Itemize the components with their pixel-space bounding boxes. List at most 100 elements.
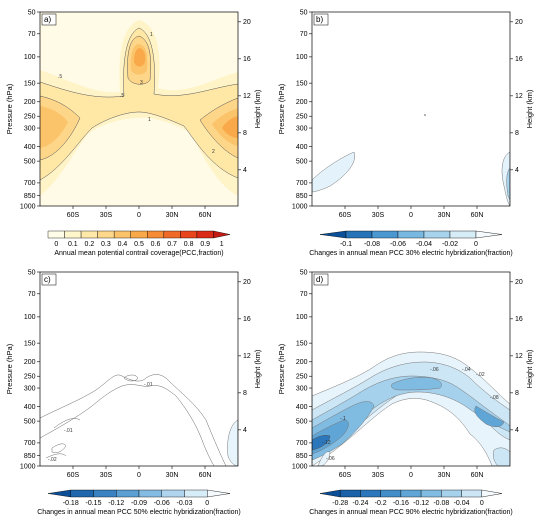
y-left-tick-label: 150 (296, 340, 308, 347)
colorbar-tick-label: 0.9 (200, 241, 210, 248)
x-tick-label: 60N (471, 212, 484, 219)
colorbar-swatch (196, 230, 214, 239)
x-tick-label: 30S (372, 472, 385, 479)
y-left-axis-title: Pressure (hPa) (5, 343, 14, 394)
panel-d-fill-0.2 (474, 405, 505, 427)
y-left-tick-label: 70 (300, 291, 308, 298)
colorbar-title: Annual mean potential contrail coverage(… (54, 250, 223, 257)
axes-layer: 5070100150200250300400500700850100048121… (5, 9, 534, 479)
colorbar-tick-label: -0.06 (390, 241, 406, 248)
x-tick-label: 60N (199, 472, 212, 479)
panel-d-fill-0.02 (317, 451, 331, 466)
y-left-tick-label: 400 (24, 144, 36, 151)
panel-c-axes: 5070100150200250300400500700850100048121… (5, 269, 262, 479)
y-right-axis-title: Height (km) (253, 89, 262, 128)
panel-d-axes: 5070100150200250300400500700850100048121… (277, 269, 534, 479)
panel-a-contour-lines (40, 27, 238, 181)
panel-b-label-box (313, 13, 329, 26)
panel-d-fill-0.04 (492, 447, 510, 466)
colorbar-tick-label: 0 (474, 241, 478, 248)
y-right-axis-title: Height (km) (525, 349, 534, 388)
colorbar-swatch (360, 489, 381, 498)
colorbar-tick-label: 0.1 (68, 241, 78, 248)
colorbar-swatch (423, 230, 451, 239)
y-left-tick-label: 150 (296, 80, 308, 87)
panel-c-contour-label: -.02 (48, 457, 57, 463)
x-tick-label: 0 (409, 212, 413, 219)
panel-b: b) (311, 11, 511, 207)
colorbar-swatch (147, 230, 165, 239)
colorbar-tick-label: -0.02 (442, 241, 458, 248)
colorbar-swatch (70, 489, 94, 498)
colorbar-tick-label: -0.08 (364, 241, 380, 248)
x-tick-label: 60N (199, 212, 212, 219)
panel-b-axes: 5070100150200250300400500700850100048121… (277, 9, 534, 219)
panel-d-colorbar: -0.28 -0.24 -0.2 -0.16 -0.12 -0.08 -0.04 0 Chang… (309, 489, 513, 516)
colorbar-tick-label: 0 (205, 500, 209, 507)
colorbar-swatch (113, 230, 131, 239)
colorbar-swatch (481, 489, 503, 498)
y-left-tick-label: 850 (296, 453, 308, 460)
y-right-tick-label: 20 (243, 279, 251, 286)
colorbar-swatch (163, 230, 181, 239)
y-right-tick-label: 12 (243, 353, 251, 360)
x-tick-label: 60S (339, 212, 352, 219)
y-left-axis-title: Pressure (hPa) (277, 83, 286, 134)
panel-a-contour-fill (40, 20, 238, 196)
panel-d-contour-label: -.08 (490, 395, 499, 401)
colorbar-tick-label: -0.18 (63, 500, 79, 507)
panel-a-label: a) (44, 15, 51, 24)
y-right-tick-label: 4 (243, 427, 247, 434)
panel-a-contour-label: 2 (212, 149, 215, 155)
colorbar-title: Changes in annual mean PCC 30% electric … (309, 250, 513, 257)
panel-a-contour-label: 3 (140, 80, 143, 86)
colorbar-swatch (319, 230, 347, 239)
y-right-tick-label: 16 (243, 56, 251, 63)
x-tick-label: 30S (372, 212, 385, 219)
colorbar-title: Changes in annual mean PCC 90% electric … (309, 509, 513, 516)
colorbar-swatch (319, 489, 341, 498)
y-left-tick-label: 70 (28, 31, 36, 38)
y-right-axis-title: Height (km) (253, 349, 262, 388)
colorbar-tick-label: -0.15 (86, 500, 102, 507)
panel-d: d) -.06 -.04 -.02 -.08 -.1 -.12 -.06 (311, 271, 511, 467)
y-right-tick-label: 16 (515, 56, 523, 63)
y-right-tick-label: 16 (243, 316, 251, 323)
colorbar-swatch (47, 230, 65, 239)
y-right-tick-label: 8 (243, 130, 247, 137)
panel-c-fill-light (227, 419, 238, 466)
colorbar-swatch (161, 489, 185, 498)
panel-a-colorbar: 0 0.1 0.2 0.3 0.4 0.5 0.6 0.7 0.8 0.9 1 Annual mean… (47, 230, 231, 257)
y-right-tick-label: 16 (515, 316, 523, 323)
y-left-tick-label: 50 (300, 269, 308, 276)
panel-c-contour-label-group: -.01 -.01 -.02 (48, 382, 153, 463)
panel-b-fill-0.04 (506, 167, 510, 201)
x-tick-label: 60S (339, 472, 352, 479)
y-right-tick-label: 4 (515, 427, 519, 434)
colorbar-tick-label: -0.03 (177, 500, 193, 507)
y-left-tick-label: 850 (296, 193, 308, 200)
y-left-tick-label: 100 (296, 54, 308, 61)
x-tick-label: 0 (137, 472, 141, 479)
panel-b-contour-fill (312, 114, 510, 206)
colorbar-swatch (80, 230, 98, 239)
y-left-tick-label: 200 (296, 99, 308, 106)
colorbar-title: Changes in annual mean PCC 50% electric … (37, 509, 241, 516)
panel-a-contour-label-group: 3 1 1 2 .5 .5 (58, 32, 215, 155)
panel-c-plot-frame (39, 271, 239, 467)
y-left-tick-label: 100 (24, 54, 36, 61)
y-right-axis-title: Height (km) (525, 89, 534, 128)
panel-c-label: c) (44, 275, 51, 284)
colorbar-tick-label: 0.8 (184, 241, 194, 248)
y-right-tick-label: 20 (515, 19, 523, 26)
y-left-tick-label: 50 (28, 9, 36, 16)
colorbar-swatch (461, 489, 482, 498)
panel-d-contour-label: -.02 (476, 372, 485, 378)
colorbar-swatch (400, 489, 422, 498)
colorbar-swatch (380, 489, 402, 498)
panel-c-label-box (41, 273, 57, 286)
panel-a-contour-label: 1 (148, 117, 151, 123)
panel-d-fill-0.12 (312, 375, 510, 457)
y-left-tick-label: 700 (24, 440, 36, 447)
panel-b-fill-0.02 (312, 151, 356, 193)
